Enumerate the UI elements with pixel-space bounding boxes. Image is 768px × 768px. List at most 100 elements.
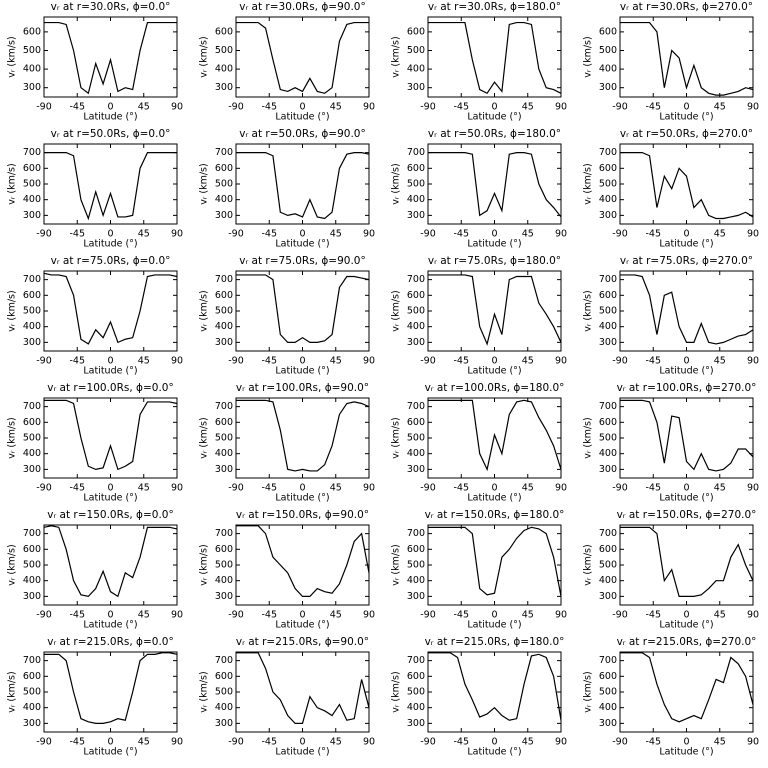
x-tick-label: 0 xyxy=(491,102,497,113)
y-axis-label: vᵣ (km/s) xyxy=(7,36,18,77)
y-tick-label: 300 xyxy=(215,210,233,221)
y-tick-label: 400 xyxy=(23,321,41,332)
x-tick-label: -45 xyxy=(453,483,469,494)
y-axis-label: vᵣ (km/s) xyxy=(7,544,18,585)
x-tick-label: 0 xyxy=(299,102,305,113)
x-tick-label: 0 xyxy=(491,610,497,621)
x-tick-label: -90 xyxy=(612,229,628,240)
plot-frame xyxy=(43,651,178,733)
y-tick-label: 700 xyxy=(407,274,425,285)
x-tick-label: 0 xyxy=(107,229,113,240)
x-axis-label: Latitude (°) xyxy=(83,112,137,123)
x-tick-label: -90 xyxy=(36,102,52,113)
y-tick-label: 600 xyxy=(23,544,41,555)
y-tick-label: 700 xyxy=(599,147,617,158)
panel-title: vᵣ at r=100.0Rs, ϕ=90.0° xyxy=(236,382,369,394)
y-tick-label: 600 xyxy=(599,290,617,301)
x-tick-label: -90 xyxy=(420,229,436,240)
x-tick-label: -90 xyxy=(612,356,628,367)
y-tick-label: 300 xyxy=(23,337,41,348)
y-tick-label: 300 xyxy=(407,337,425,348)
y-tick-label: 500 xyxy=(23,433,41,444)
x-tick-label: 45 xyxy=(522,356,534,367)
y-tick-label: 400 xyxy=(407,64,425,75)
y-tick-label: 400 xyxy=(407,321,425,332)
x-tick-label: 45 xyxy=(522,737,534,748)
y-tick-label: 600 xyxy=(23,163,41,174)
plot-frame xyxy=(427,270,562,352)
y-tick-label: 400 xyxy=(215,194,233,205)
plot-frame xyxy=(427,16,562,98)
y-tick-label: 500 xyxy=(23,45,41,56)
x-tick-label: -45 xyxy=(453,102,469,113)
y-tick-label: 500 xyxy=(599,433,617,444)
panel: vᵣ at r=215.0Rs, ϕ=180.0° -90 -45 0 45 90 300 4… xyxy=(391,636,568,758)
data-line xyxy=(620,21,754,96)
x-tick-label: 0 xyxy=(491,737,497,748)
panel-title: vᵣ at r=215.0Rs, ϕ=270.0° xyxy=(617,636,757,648)
y-axis-label: vᵣ (km/s) xyxy=(7,417,18,458)
data-line xyxy=(428,526,562,597)
panel-title: vᵣ at r=30.0Rs, ϕ=270.0° xyxy=(620,1,753,13)
y-tick-label: 600 xyxy=(407,290,425,301)
x-tick-label: 0 xyxy=(299,737,305,748)
x-tick-label: -90 xyxy=(228,356,244,367)
y-tick-label: 500 xyxy=(215,560,233,571)
y-tick-label: 300 xyxy=(23,82,41,93)
data-line xyxy=(43,525,178,598)
y-tick-label: 500 xyxy=(599,687,617,698)
x-tick-label: -45 xyxy=(69,737,85,748)
x-tick-label: 90 xyxy=(363,737,375,748)
data-line xyxy=(620,526,754,597)
y-tick-label: 700 xyxy=(599,401,617,412)
panel: vᵣ at r=75.0Rs, ϕ=270.0° -90 -45 0 45 90 300 40… xyxy=(583,255,760,377)
y-tick-label: 300 xyxy=(599,718,617,729)
x-tick-label: -45 xyxy=(261,229,277,240)
panel: vᵣ at r=75.0Rs, ϕ=0.0° -90 -45 0 45 90 300 400 5… xyxy=(7,255,184,377)
y-tick-label: 300 xyxy=(23,591,41,602)
data-line xyxy=(44,399,178,471)
panel: vᵣ at r=30.0Rs, ϕ=180.0° -90 -45 0 45 90 300 40… xyxy=(391,1,568,123)
y-tick-label: 400 xyxy=(23,194,41,205)
y-tick-label: 500 xyxy=(599,45,617,56)
panel-title: vᵣ at r=100.0Rs, ϕ=180.0° xyxy=(425,382,565,394)
x-tick-label: 90 xyxy=(555,737,567,748)
panel: vᵣ at r=75.0Rs, ϕ=180.0° -90 -45 0 45 90 300 40… xyxy=(391,255,568,377)
y-tick-label: 300 xyxy=(215,591,233,602)
x-tick-label: -45 xyxy=(69,356,85,367)
x-tick-label: -45 xyxy=(69,610,85,621)
plot-frame xyxy=(235,270,370,352)
x-axis-label: Latitude (°) xyxy=(659,493,713,504)
y-tick-label: 400 xyxy=(215,448,233,459)
y-axis-label: vᵣ (km/s) xyxy=(199,671,210,712)
y-tick-label: 300 xyxy=(407,464,425,475)
y-tick-label: 500 xyxy=(215,306,233,317)
panel: vᵣ at r=50.0Rs, ϕ=0.0° -90 -45 0 45 90 300 400 5… xyxy=(7,128,184,250)
panel-title: vᵣ at r=75.0Rs, ϕ=270.0° xyxy=(620,255,753,267)
x-tick-label: 90 xyxy=(555,356,567,367)
y-tick-label: 400 xyxy=(599,702,617,713)
y-tick-label: 400 xyxy=(23,575,41,586)
x-tick-label: 45 xyxy=(330,483,342,494)
y-tick-label: 700 xyxy=(215,401,233,412)
y-tick-label: 400 xyxy=(23,448,41,459)
y-tick-label: 600 xyxy=(599,417,617,428)
x-tick-label: 90 xyxy=(747,610,759,621)
y-tick-label: 500 xyxy=(407,560,425,571)
x-tick-label: -90 xyxy=(228,102,244,113)
x-axis-label: Latitude (°) xyxy=(467,493,521,504)
x-axis-label: Latitude (°) xyxy=(467,620,521,631)
y-tick-label: 700 xyxy=(215,655,233,666)
y-tick-label: 500 xyxy=(215,179,233,190)
y-tick-label: 500 xyxy=(407,433,425,444)
x-tick-label: 0 xyxy=(107,356,113,367)
y-axis-label: vᵣ (km/s) xyxy=(391,290,402,331)
x-tick-label: -45 xyxy=(453,356,469,367)
x-tick-label: -90 xyxy=(420,610,436,621)
y-tick-label: 300 xyxy=(215,337,233,348)
data-line xyxy=(620,399,754,472)
x-tick-label: 45 xyxy=(522,102,534,113)
panel: vᵣ at r=215.0Rs, ϕ=90.0° -90 -45 0 45 90 300 40… xyxy=(199,636,376,758)
x-tick-label: 90 xyxy=(555,610,567,621)
